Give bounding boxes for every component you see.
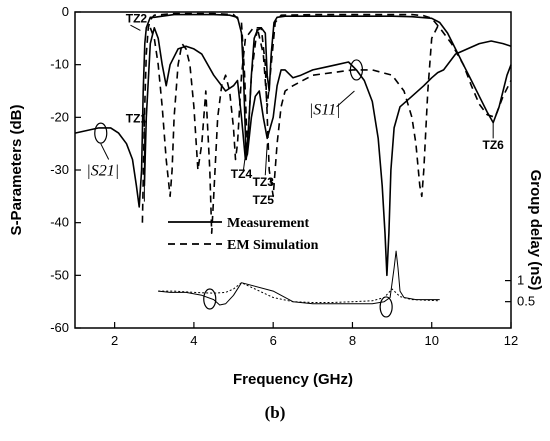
series-s21-solid-line xyxy=(74,13,512,208)
series-s11-dashed-line xyxy=(149,22,441,234)
annotation-arrow xyxy=(242,148,247,171)
x-tick-label: 2 xyxy=(111,333,118,348)
annotation-arrow xyxy=(130,24,141,31)
series-marker-ellipse xyxy=(349,59,364,81)
series-marker-ellipse xyxy=(203,288,217,310)
legend: Measurement EM Simulation xyxy=(168,216,319,253)
series-marker-ellipse xyxy=(94,122,108,144)
annotation-tz6: TZ6 xyxy=(482,138,504,152)
y-tick-label: -10 xyxy=(50,57,69,72)
annotation-s11: |S11| xyxy=(309,102,341,119)
figure-caption: (b) xyxy=(265,403,286,422)
ticks-layer: 2 4 6 8 10 12 0 -10 -20 -30 -40 -50 -60 1 0.5 xyxy=(50,4,535,348)
series-group-delay-dashed-line xyxy=(158,282,440,303)
series-marker-ellipse xyxy=(379,296,393,318)
annotation-arrow xyxy=(100,143,110,160)
series-s11-solid-line xyxy=(143,26,512,277)
legend-label-em-simulation: EM Simulation xyxy=(227,238,319,253)
y2-tick-label: 1 xyxy=(517,273,524,288)
annotation-tz5: TZ5 xyxy=(253,193,275,207)
x-tick-label: 8 xyxy=(349,333,356,348)
y-axis-label: S-Parameters (dB) xyxy=(8,105,25,236)
annotation-arrow xyxy=(264,143,268,176)
y-tick-label: -50 xyxy=(50,267,69,282)
series-group-delay-solid-line xyxy=(158,250,440,306)
y-tick-label: -60 xyxy=(50,320,69,335)
x-axis-label: Frequency (GHz) xyxy=(233,371,353,388)
y-tick-label: -40 xyxy=(50,215,69,230)
annotation-tz4: TZ4 xyxy=(231,167,253,181)
x-tick-label: 10 xyxy=(424,333,438,348)
y2-tick-label: 0.5 xyxy=(517,294,535,309)
annotation-s21: |S21| xyxy=(86,162,119,179)
annotation-tz2: TZ2 xyxy=(126,12,148,26)
y-tick-label: -20 xyxy=(50,109,69,124)
series-layer xyxy=(74,12,512,306)
legend-label-measurement: Measurement xyxy=(227,216,309,231)
y-tick-label: 0 xyxy=(62,4,69,19)
annotation-arrow xyxy=(336,90,355,108)
y2-axis-label: Group delay (nS) xyxy=(527,170,544,291)
annotation-tz1: TZ1 xyxy=(126,112,148,126)
series-s21-dashed-line xyxy=(141,12,512,223)
annotation-tz3: TZ3 xyxy=(253,175,275,189)
y-tick-label: -30 xyxy=(50,162,69,177)
x-tick-label: 12 xyxy=(504,333,518,348)
x-tick-label: 6 xyxy=(270,333,277,348)
x-tick-label: 4 xyxy=(190,333,197,348)
plot-frame xyxy=(74,11,512,329)
